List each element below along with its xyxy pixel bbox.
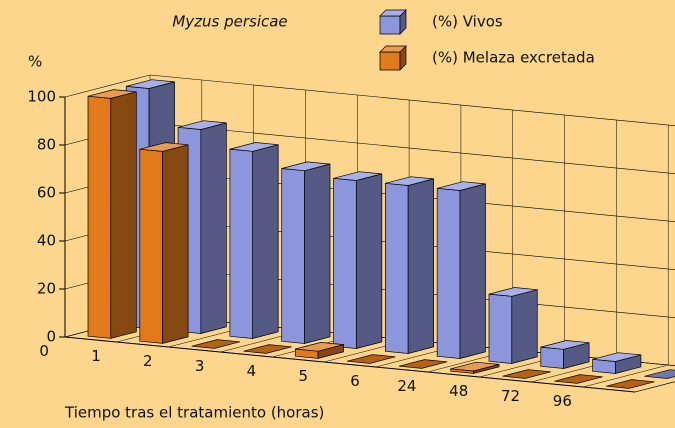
bar [229, 142, 279, 339]
chart-title: Myzus persicae [172, 13, 287, 31]
bar-front [87, 95, 112, 339]
legend-label: (%) Vivos [432, 13, 503, 31]
bar-side [252, 144, 279, 339]
bar-front [281, 168, 305, 344]
bar-top [540, 340, 590, 350]
x-tick-label: 4 [247, 362, 257, 380]
bar-side [304, 163, 331, 344]
x-tick-label: 2 [143, 352, 153, 370]
x-tick-label: 5 [298, 367, 308, 385]
x-tick-label: 0 [39, 342, 49, 360]
bar-front [333, 177, 357, 349]
bar-top [437, 181, 486, 191]
bar-top [592, 352, 642, 362]
x-tick-label: 6 [350, 372, 360, 390]
bar-top [229, 142, 279, 152]
y-tick-label: 80 [37, 136, 56, 154]
bar-top [139, 142, 189, 152]
bar [281, 161, 331, 344]
legend-swatch-top [379, 45, 407, 53]
x-axis [64, 336, 636, 393]
floor-line [634, 381, 675, 393]
bar-top [385, 176, 434, 186]
bar [450, 361, 500, 374]
x-tick-label: 96 [553, 392, 572, 410]
bar-front [139, 148, 163, 344]
bar-side [511, 289, 538, 364]
legend-label: (%) Melaza excretada [432, 49, 595, 67]
legend-swatch [379, 15, 401, 35]
bar-top [177, 120, 227, 130]
bar-front [488, 293, 513, 364]
bar [592, 352, 642, 374]
bar [488, 287, 538, 364]
bar-top [554, 374, 603, 384]
bar-top [243, 344, 292, 354]
bar [436, 181, 486, 359]
bar [294, 342, 344, 359]
y-tick-label: 60 [37, 184, 56, 202]
bar [333, 171, 383, 349]
bar [87, 89, 137, 339]
bar-top [398, 359, 448, 369]
x-tick-label: 24 [397, 377, 416, 395]
y-tick-label: 40 [37, 232, 56, 250]
bar-side [200, 122, 227, 334]
bar-side [459, 183, 486, 359]
y-tick-label: 20 [37, 280, 56, 298]
x-tick-label: 72 [501, 387, 520, 405]
bar [644, 369, 675, 379]
bar [540, 340, 590, 369]
bar-front [436, 187, 461, 359]
bar-top [87, 89, 137, 99]
bar-top [502, 369, 551, 379]
legend-swatch-top [379, 9, 407, 17]
bar [606, 379, 655, 389]
bar-top [295, 342, 344, 352]
floor-line [583, 364, 669, 388]
x-tick-label: 3 [195, 357, 205, 375]
bar-top [488, 287, 538, 297]
bar [139, 142, 189, 344]
bar-top [126, 79, 175, 89]
bar [347, 354, 396, 364]
y-tick-label: 0 [46, 328, 56, 346]
bar [554, 374, 603, 384]
bar-top [347, 354, 396, 364]
bar-front [540, 346, 564, 369]
bar-side [407, 178, 434, 354]
bar-top [644, 369, 675, 379]
grid-line [64, 74, 675, 126]
bar-side [162, 144, 189, 344]
x-tick-label: 48 [449, 382, 468, 400]
bar-top [450, 361, 500, 372]
y-tick-label: 100 [27, 88, 56, 106]
bar-side [355, 173, 383, 349]
bar-top [606, 379, 655, 389]
bar-top [191, 339, 241, 349]
bar [398, 359, 448, 369]
bar [191, 339, 241, 349]
bar-front [385, 182, 409, 354]
bar-top [333, 171, 382, 181]
bar-side [110, 91, 137, 339]
legend-swatch [379, 51, 401, 71]
bar [385, 176, 434, 354]
bar [243, 344, 292, 354]
y-axis-label: % [28, 53, 42, 71]
x-tick-label: 1 [91, 347, 101, 365]
bar-front [229, 148, 254, 339]
x-axis-label: Tiempo tras el tratamiento (horas) [64, 404, 324, 422]
bar [502, 369, 551, 379]
bar-top [281, 161, 331, 172]
